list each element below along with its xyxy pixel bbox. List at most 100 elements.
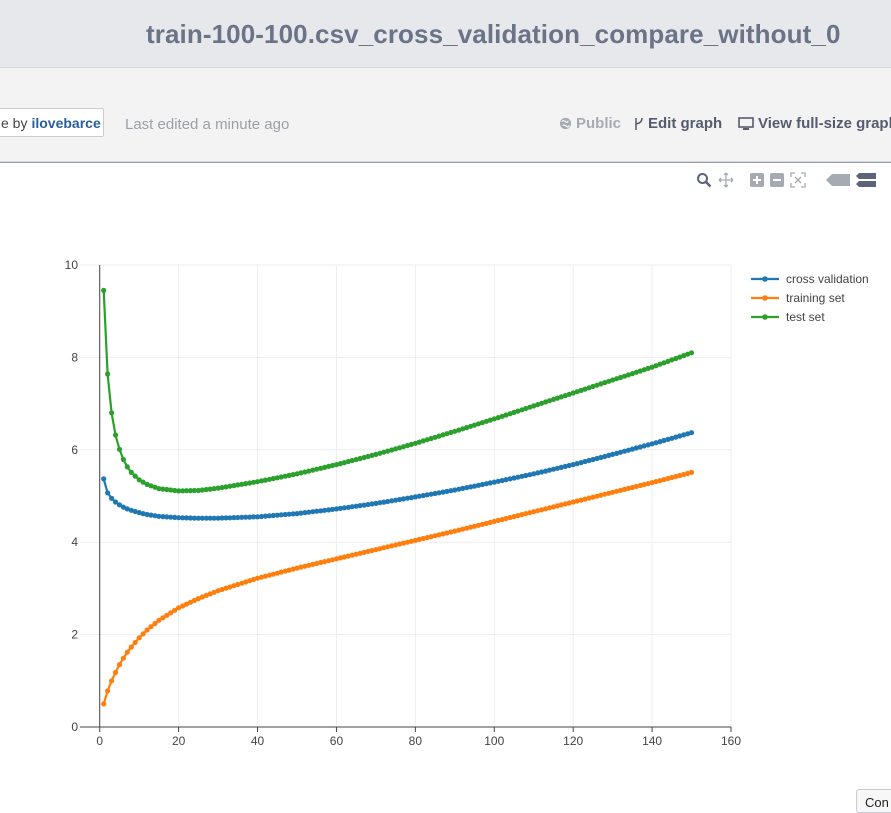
- monitor-icon: [738, 116, 754, 130]
- data-point: [207, 591, 213, 597]
- zoom-in-icon[interactable]: [750, 173, 764, 192]
- data-point: [495, 517, 501, 524]
- data-point: [191, 515, 197, 521]
- data-point: [385, 498, 391, 505]
- data-point: [582, 458, 588, 465]
- data-point: [152, 620, 158, 627]
- data-point: [251, 514, 257, 520]
- data-point: [598, 492, 604, 498]
- data-point: [333, 506, 340, 512]
- data-point: [606, 452, 612, 458]
- data-point: [365, 548, 371, 555]
- data-point: [333, 462, 340, 468]
- zoom-icon[interactable]: [696, 172, 712, 193]
- data-point: [140, 631, 146, 637]
- y-tick-label: 2: [71, 628, 78, 642]
- data-point: [479, 481, 485, 488]
- legend-item: training set: [751, 291, 845, 305]
- data-point: [408, 495, 414, 501]
- data-point: [688, 430, 695, 436]
- data-point: [322, 559, 328, 565]
- data-point: [610, 451, 616, 457]
- x-tick-label: 160: [721, 734, 741, 748]
- data-point: [377, 450, 383, 456]
- data-point: [274, 512, 280, 518]
- data-point: [420, 438, 426, 444]
- data-point: [669, 357, 675, 363]
- data-point: [172, 607, 178, 613]
- data-point: [688, 469, 695, 475]
- pan-icon[interactable]: [718, 172, 734, 193]
- data-point: [519, 511, 525, 518]
- data-point: [424, 437, 430, 443]
- data-point: [404, 442, 411, 449]
- edit-graph-button[interactable]: Edit graph: [634, 115, 722, 132]
- data-point: [219, 515, 225, 521]
- data-point: [416, 439, 422, 445]
- data-point: [140, 510, 146, 517]
- data-point: [389, 447, 395, 453]
- corner-button[interactable]: Con: [856, 789, 891, 813]
- data-point: [109, 410, 115, 416]
- data-point: [570, 499, 576, 505]
- y-tick-label: 8: [71, 350, 78, 364]
- data-point: [116, 446, 123, 452]
- autoscale-icon[interactable]: [790, 172, 806, 193]
- hover-closest-icon[interactable]: [826, 173, 850, 192]
- data-point: [231, 583, 237, 589]
- series-line: [102, 290, 692, 493]
- data-point: [278, 474, 284, 480]
- data-point: [452, 487, 458, 493]
- owner-prefix: e by: [1, 114, 28, 131]
- data-point: [357, 455, 363, 462]
- data-point: [101, 476, 107, 482]
- data-point: [381, 499, 387, 505]
- data-point: [361, 502, 367, 508]
- data-point: [377, 546, 383, 552]
- data-point: [361, 549, 367, 556]
- data-point: [326, 507, 332, 513]
- data-point: [345, 553, 351, 559]
- data-point: [345, 504, 351, 510]
- view-full-size-button[interactable]: View full-size graph: [738, 115, 891, 132]
- data-point: [574, 389, 580, 395]
- data-point: [183, 601, 190, 607]
- data-point: [282, 568, 288, 574]
- data-point: [420, 492, 426, 499]
- data-point: [243, 579, 249, 585]
- data-point: [685, 431, 691, 437]
- data-point: [428, 491, 434, 497]
- data-point: [195, 515, 201, 521]
- data-point: [341, 505, 347, 511]
- axes: 0 20 40 60 80 100 120 140 160 0 2 4 6 8 10: [65, 258, 742, 748]
- data-point: [602, 380, 608, 386]
- data-point: [152, 484, 158, 490]
- data-point: [112, 432, 119, 438]
- x-tick-label: 140: [642, 734, 662, 748]
- data-point: [424, 492, 430, 498]
- data-point: [329, 506, 336, 512]
- public-indicator[interactable]: Public: [559, 115, 621, 132]
- data-point: [641, 443, 647, 449]
- data-point: [483, 481, 489, 487]
- data-point: [274, 570, 280, 576]
- data-point: [136, 477, 142, 483]
- data-point: [527, 510, 533, 516]
- data-point: [227, 515, 233, 521]
- data-point: [160, 514, 166, 520]
- hover-compare-icon[interactable]: [856, 172, 876, 193]
- data-point: [669, 474, 675, 481]
- data-point: [657, 439, 663, 445]
- data-point: [393, 497, 399, 503]
- owner-name-link[interactable]: ilovebarce: [31, 114, 101, 131]
- data-point: [357, 550, 363, 556]
- data-point: [148, 512, 154, 518]
- zoom-out-icon[interactable]: [770, 173, 784, 192]
- y-tick-label: 0: [71, 720, 78, 734]
- x-tick-label: 100: [484, 734, 504, 748]
- data-point: [223, 585, 229, 591]
- view-full-size-label: View full-size graph: [758, 115, 891, 132]
- data-point: [286, 567, 292, 573]
- owner-box[interactable]: e by ilovebarce: [0, 108, 104, 137]
- data-point: [290, 472, 296, 478]
